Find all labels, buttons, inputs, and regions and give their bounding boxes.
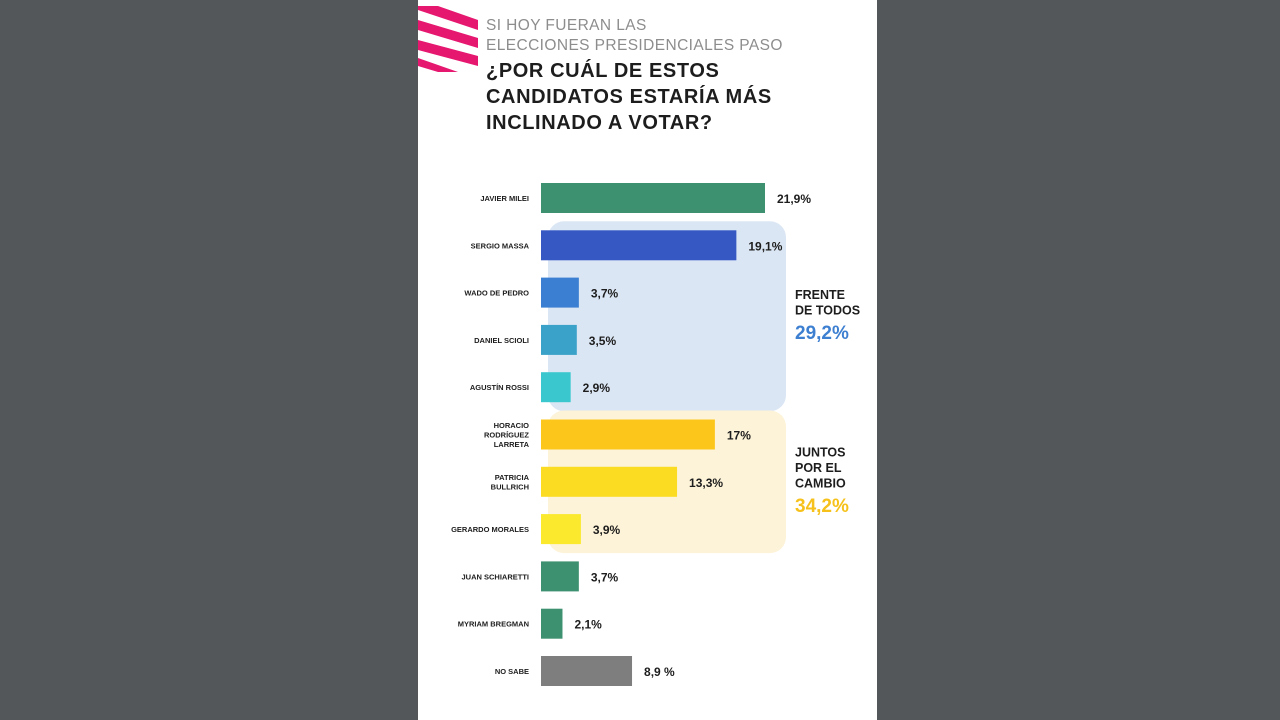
category-label-0: JAVIER MILEI <box>480 194 529 203</box>
bar-9 <box>541 608 563 639</box>
category-label-10: NO SABE <box>495 667 529 676</box>
bar-5 <box>541 419 715 450</box>
bar-7 <box>541 514 581 545</box>
bar-4 <box>541 372 571 403</box>
category-label-2: WADO DE PEDRO <box>464 289 529 298</box>
category-label-9: MYRIAM BREGMAN <box>458 620 529 629</box>
group-label-0-1: DE TODOS <box>795 303 860 317</box>
value-label-2: 3,7% <box>591 287 619 301</box>
value-label-6: 13,3% <box>689 476 723 490</box>
bar-0 <box>541 183 765 213</box>
bar-1 <box>541 230 737 261</box>
group-total-1: 34,2% <box>795 496 849 517</box>
bar-2 <box>541 277 579 308</box>
bar-3 <box>541 324 577 355</box>
value-label-9: 2,1% <box>574 618 602 632</box>
value-label-5: 17% <box>727 429 751 443</box>
category-label-6: PATRICIA BULLRICH <box>491 473 530 492</box>
value-label-4: 2,9% <box>583 381 611 395</box>
bar-chart: JAVIER MILEI 21,9% SERGIO MASSA 19,1% WADO D… <box>451 183 860 686</box>
bar-8 <box>541 561 579 592</box>
bar-10 <box>541 656 633 686</box>
value-label-7: 3,9% <box>593 523 621 537</box>
category-label-1: SERGIO MASSA <box>471 241 530 250</box>
brand-logo-icon <box>418 6 478 72</box>
subtitle-line-2: ELECCIONES PRESIDENCIALES PASO <box>486 37 783 54</box>
value-label-1: 19,1% <box>748 239 782 253</box>
title-line-3: INCLINADO A VOTAR? <box>486 112 713 134</box>
value-label-10: 8,9 % <box>644 665 675 679</box>
value-label-0: 21,9% <box>777 192 811 206</box>
value-label-8: 3,7% <box>591 570 619 584</box>
category-label-7: GERARDO MORALES <box>451 525 529 534</box>
title-line-2: CANDIDATOS ESTARÍA MÁS <box>486 86 772 108</box>
group-total-0: 29,2% <box>795 323 849 344</box>
category-label-5: HORACIO RODRÍGUEZ LARRETA <box>484 421 530 449</box>
category-label-8: JUAN SCHIARETTI <box>461 572 529 581</box>
subtitle-line-1: SI HOY FUERAN LAS <box>486 17 647 34</box>
group-label-0-0: FRENTE <box>795 288 845 302</box>
category-label-3: DANIEL SCIOLI <box>474 336 529 345</box>
group-label-1-0: JUNTOS <box>795 446 845 460</box>
infographic-card: SI HOY FUERAN LAS ELECCIONES PRESIDENCIA… <box>418 0 877 720</box>
value-label-3: 3,5% <box>589 334 617 348</box>
group-label-1-1: POR EL <box>795 461 842 475</box>
group-label-1-2: CAMBIO <box>795 477 846 491</box>
group-panel-0 <box>548 221 786 412</box>
category-label-4: AGUSTÍN ROSSI <box>470 383 529 392</box>
bar-6 <box>541 466 678 497</box>
title-line-1: ¿POR CUÁL DE ESTOS <box>486 60 720 82</box>
